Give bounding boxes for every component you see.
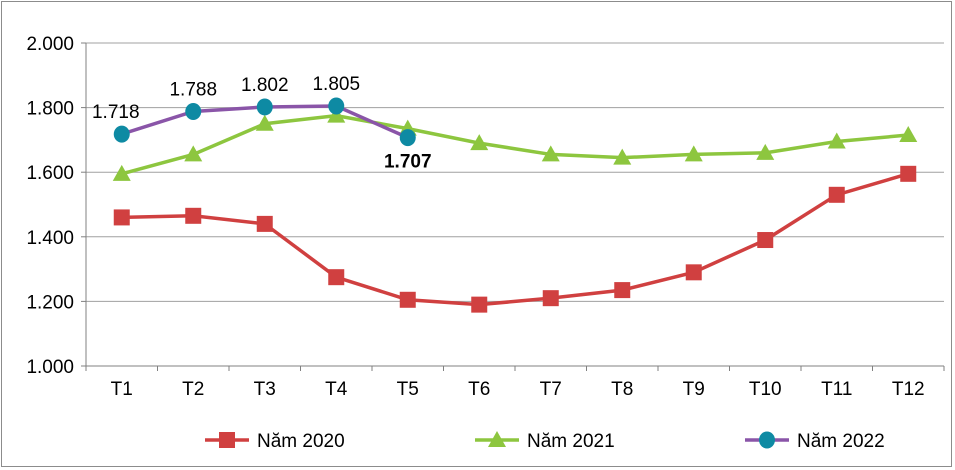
data-point xyxy=(184,145,203,162)
data-point xyxy=(328,269,345,286)
y-tick-label: 1.800 xyxy=(26,99,74,120)
legend-marker xyxy=(488,431,506,447)
x-tick-label: T4 xyxy=(325,379,348,400)
legend-label: Năm 2022 xyxy=(797,431,885,452)
data-point xyxy=(112,164,131,181)
x-tick-label: T7 xyxy=(540,379,562,400)
data-point xyxy=(756,143,775,160)
series-line-1 xyxy=(121,113,909,176)
legend-marker xyxy=(759,431,775,449)
data-point xyxy=(684,145,703,162)
x-tick-label: T10 xyxy=(749,379,782,400)
x-tick-label: T1 xyxy=(111,379,133,400)
data-point xyxy=(613,148,632,165)
legend-marker xyxy=(219,432,235,448)
x-tick-label: T12 xyxy=(892,379,925,400)
y-tick-label: 1.600 xyxy=(26,163,74,184)
data-point xyxy=(255,114,274,131)
x-tick-label: T11 xyxy=(821,379,852,400)
data-point xyxy=(113,209,130,226)
x-tick-label: T3 xyxy=(254,379,276,400)
data-point xyxy=(900,165,917,182)
data-point xyxy=(828,186,845,203)
y-tick-label: 1.000 xyxy=(26,357,74,378)
data-label: 1.802 xyxy=(241,75,289,96)
data-point xyxy=(327,106,346,123)
data-point xyxy=(256,98,273,116)
data-label: 1.805 xyxy=(312,74,360,95)
data-point xyxy=(256,215,273,232)
x-tick-label: T8 xyxy=(611,379,633,400)
x-tick-label: T5 xyxy=(397,379,419,400)
data-point xyxy=(185,207,202,224)
data-point xyxy=(899,126,918,143)
data-point xyxy=(541,145,560,162)
data-point xyxy=(399,129,416,147)
data-point xyxy=(614,282,631,299)
data-label: 1.788 xyxy=(169,79,217,100)
data-point xyxy=(757,232,774,249)
data-point xyxy=(685,264,702,281)
y-tick-label: 1.200 xyxy=(26,292,74,313)
data-point xyxy=(399,291,416,308)
data-point xyxy=(470,134,489,151)
data-point xyxy=(185,102,202,120)
data-point xyxy=(542,290,559,307)
series-line-0 xyxy=(121,172,909,307)
x-tick-label: T9 xyxy=(683,379,705,400)
data-label: 1.718 xyxy=(92,102,140,123)
data-label: 1.707 xyxy=(384,152,432,173)
data-point xyxy=(113,125,130,143)
x-tick-label: T6 xyxy=(468,379,490,400)
y-tick-label: 1.400 xyxy=(26,228,74,249)
data-point xyxy=(471,296,488,313)
data-point xyxy=(328,97,345,115)
legend-label: Năm 2021 xyxy=(527,431,615,452)
x-tick-label: T2 xyxy=(182,379,204,400)
y-tick-label: 2.000 xyxy=(26,34,74,55)
data-point xyxy=(827,132,846,149)
legend-label: Năm 2020 xyxy=(257,431,345,452)
